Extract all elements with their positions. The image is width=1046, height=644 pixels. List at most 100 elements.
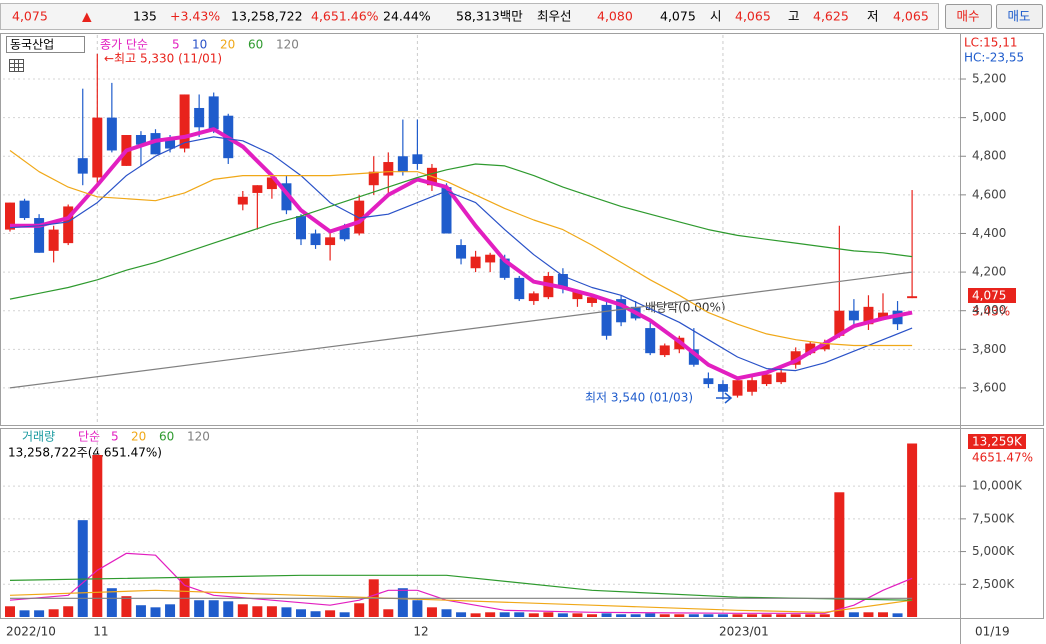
- lc-label: LC:15,11: [964, 36, 1017, 50]
- volume-bar: [674, 614, 685, 617]
- price: 4,075: [12, 9, 48, 24]
- grid-icon: [9, 59, 24, 72]
- volume-bar: [717, 614, 728, 617]
- legend-entry: 20: [220, 38, 235, 52]
- y-tick-label: 4,200: [972, 265, 1006, 279]
- change: 135: [133, 9, 157, 24]
- candle-body: [237, 196, 248, 205]
- x-tick-label: 11: [93, 625, 108, 639]
- y-tick-label: 7,500K: [972, 511, 1015, 525]
- volume-bar: [252, 606, 263, 617]
- sell-button[interactable]: [996, 4, 1043, 29]
- candle-body: [5, 202, 15, 230]
- candle-body: [325, 237, 336, 246]
- candle-body: [601, 304, 612, 336]
- volume-title: 거래량: [22, 430, 55, 444]
- candle-body: [252, 185, 263, 193]
- header-bar: [0, 3, 939, 30]
- y-tick-label: 4,400: [972, 226, 1006, 240]
- x-tick-label: 2023/01: [719, 625, 769, 639]
- volume-bar: [892, 613, 903, 617]
- legend-entry: 60: [248, 38, 263, 52]
- chart-title: 동국산업: [10, 38, 54, 52]
- x-tick-label: 12: [413, 625, 428, 639]
- volume-bar: [572, 613, 583, 617]
- volume-bar: [325, 610, 336, 617]
- volume-bar: [397, 588, 408, 617]
- volume-bar: [761, 614, 772, 617]
- candle-body: [150, 133, 161, 155]
- volume-bar: [528, 613, 539, 617]
- volume-bar: [77, 520, 88, 617]
- last-price-box: [968, 288, 1016, 303]
- ask: 4,080: [597, 9, 633, 24]
- volume-bar: [863, 612, 874, 617]
- candle-body: [77, 158, 88, 174]
- ma-line: [9, 163, 913, 300]
- candle-body: [368, 171, 379, 186]
- candle-body: [310, 233, 321, 246]
- candle-body: [514, 277, 525, 300]
- candle-body: [863, 306, 874, 325]
- open-label: 시: [710, 9, 722, 24]
- candle-body: [456, 245, 467, 259]
- legend-entry: 20: [131, 430, 146, 444]
- change-pct: +3.43%: [170, 9, 220, 24]
- volume-bar: [179, 578, 190, 617]
- volume-bar: [557, 613, 568, 617]
- volume-bar: [470, 613, 481, 617]
- volume-bar: [106, 588, 117, 617]
- high-note: ←최고 5,330 (11/01): [104, 52, 222, 66]
- legend-entry: 10: [192, 38, 207, 52]
- best-label: 최우선: [537, 9, 572, 24]
- last-volume-box: [968, 434, 1026, 449]
- volume-bar: [296, 609, 306, 617]
- price-panel: [0, 33, 1044, 426]
- volume-bar: [63, 606, 74, 617]
- candle-body: [92, 117, 103, 178]
- volume-bar: [19, 610, 30, 617]
- volume-legend-title: 단순: [78, 430, 100, 444]
- y-tick-label: 2,500K: [972, 577, 1015, 591]
- candle-body: [485, 254, 496, 263]
- volume-bar: [499, 612, 510, 617]
- candle-body: [790, 351, 801, 365]
- volume-bar: [543, 612, 554, 617]
- candle-body: [557, 274, 568, 288]
- volume-bar: [354, 603, 365, 617]
- buy-button[interactable]: [945, 4, 992, 29]
- volume-subtitle: 13,258,722주(4,651.47%): [8, 446, 162, 460]
- candle-body: [616, 299, 627, 323]
- volume-bar: [223, 601, 234, 617]
- candle-body: [266, 177, 277, 190]
- candle-body: [688, 349, 699, 365]
- high: 4,625: [813, 9, 849, 24]
- volume-bar: [630, 614, 641, 617]
- ma-line: [9, 589, 913, 613]
- y-tick-label: 4,000: [972, 303, 1006, 317]
- candle-body: [179, 94, 190, 149]
- volume-bar: [48, 609, 59, 617]
- low-note: 최저 3,540 (01/03): [585, 391, 693, 405]
- buy-label[interactable]: 매수: [956, 9, 979, 24]
- volume-bar: [412, 600, 423, 617]
- sell-label[interactable]: 매도: [1007, 9, 1030, 24]
- volume-bar: [587, 614, 597, 617]
- volume-bar: [165, 604, 176, 617]
- y-tick-label: 4,600: [972, 187, 1006, 201]
- candle-body: [383, 162, 394, 176]
- volume-bar: [645, 613, 656, 617]
- x-tick-label: 01/19: [975, 625, 1010, 639]
- volume-bar: [732, 614, 743, 617]
- title-box: [6, 36, 85, 53]
- volume-bar: [848, 612, 859, 617]
- volume-bar: [266, 606, 277, 617]
- y-tick-label: 3,800: [972, 342, 1006, 356]
- volume-bar: [776, 614, 787, 617]
- y-tick-label: 10,000K: [972, 479, 1023, 493]
- y-tick-label: 5,200: [972, 72, 1006, 86]
- candle-body: [572, 291, 583, 300]
- candle-body: [194, 107, 205, 128]
- candle-body: [281, 183, 292, 211]
- candle-body: [805, 343, 816, 354]
